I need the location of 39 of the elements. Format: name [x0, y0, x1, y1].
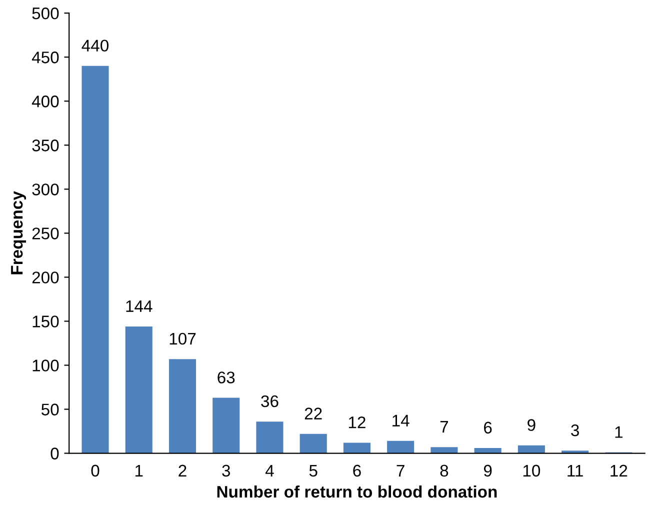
data-label: 1	[615, 426, 622, 438]
x-axis-title: Number of return to blood donation	[217, 485, 497, 498]
y-tick-label: 250	[32, 228, 59, 240]
data-label: 6	[484, 422, 492, 434]
y-tick-label: 50	[42, 404, 59, 416]
y-tick-label: 150	[32, 316, 59, 328]
data-label: 22	[304, 408, 322, 420]
data-label: 36	[261, 395, 278, 408]
y-tick-label: 0	[50, 448, 59, 460]
y-axis-title: Frequency	[11, 191, 26, 274]
x-tick-label: 7	[396, 464, 404, 476]
y-tick-label: 300	[32, 184, 59, 196]
data-label: 14	[392, 414, 410, 426]
y-tick-label: 200	[32, 272, 59, 284]
y-tick-label: 100	[32, 360, 59, 372]
data-label: 3	[571, 424, 579, 436]
x-tick-label: 3	[222, 464, 230, 477]
y-tick-label: 450	[32, 52, 59, 64]
x-tick-label: 8	[440, 464, 448, 477]
data-label: 63	[218, 372, 235, 384]
y-tick-label: 350	[32, 140, 59, 152]
x-tick-label: 9	[484, 464, 492, 477]
x-tick-label: 1	[136, 464, 143, 476]
x-tick-label: 10	[523, 464, 540, 477]
data-label: 9	[528, 419, 536, 431]
data-label: 7	[440, 421, 448, 433]
x-tick-label: 5	[309, 464, 318, 477]
x-tick-label: 2	[178, 464, 186, 476]
data-label: 440	[82, 40, 109, 52]
x-tick-label: 4	[265, 464, 274, 476]
data-label: 107	[170, 332, 196, 345]
x-tick-label: 11	[568, 464, 583, 476]
x-tick-label: 12	[610, 464, 628, 476]
data-label: 144	[126, 300, 152, 312]
x-tick-label: 6	[353, 464, 361, 477]
y-tick-label: 400	[32, 96, 59, 108]
data-label: 12	[348, 416, 366, 428]
x-tick-label: 0	[91, 464, 100, 477]
y-tick-label: 500	[32, 8, 59, 20]
